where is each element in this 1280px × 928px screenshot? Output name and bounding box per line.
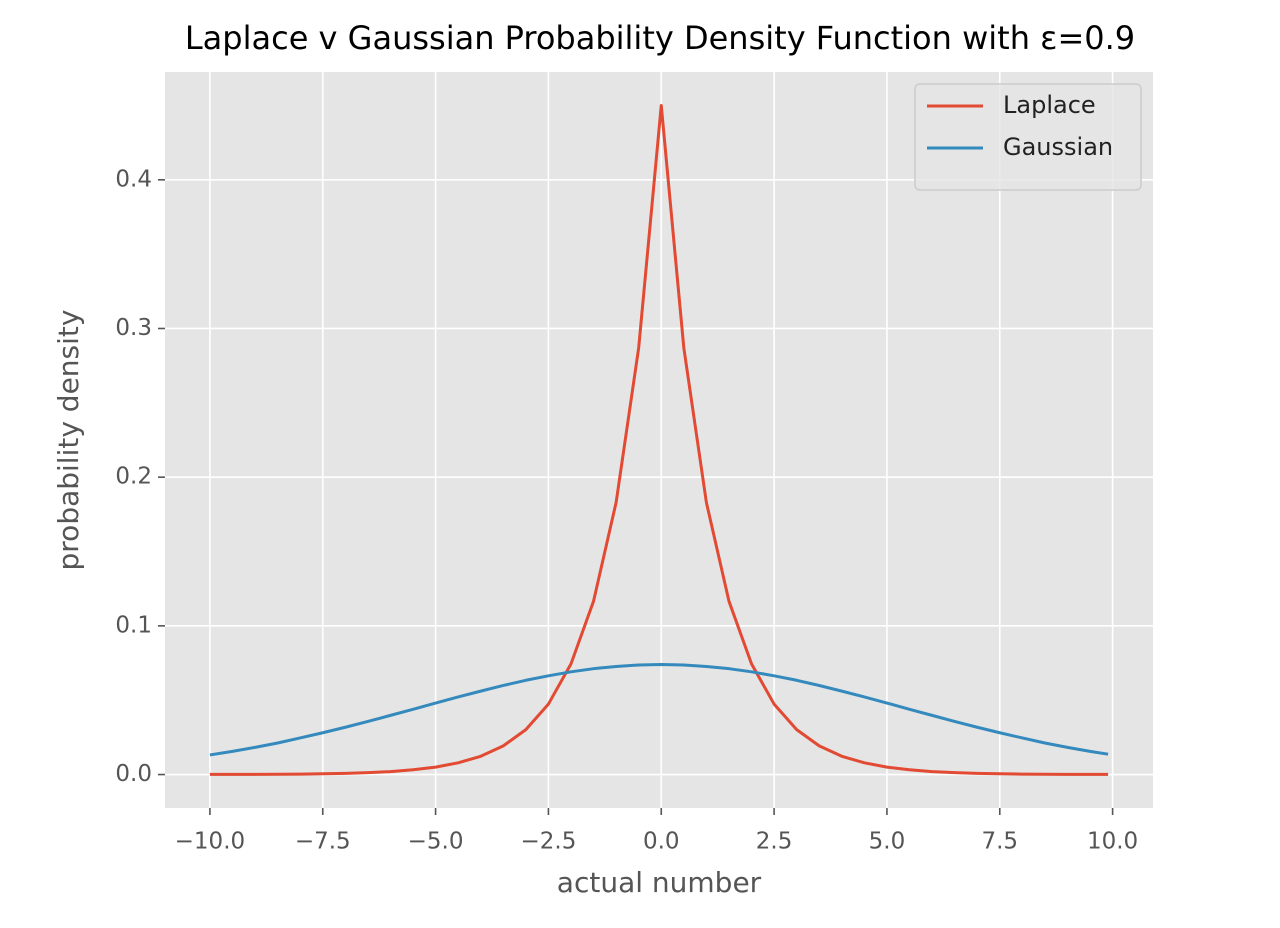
line-series bbox=[209, 103, 1109, 776]
chart-title: Laplace v Gaussian Probability Density F… bbox=[185, 19, 1135, 57]
y-tick-label: 0.4 bbox=[115, 166, 152, 192]
y-tick-label: 0.3 bbox=[115, 315, 152, 341]
legend-label: Gaussian bbox=[1003, 133, 1113, 161]
x-tick-label: −5.0 bbox=[408, 829, 464, 855]
legend-label: Laplace bbox=[1003, 91, 1096, 119]
x-tick-label: 5.0 bbox=[869, 829, 906, 855]
x-tick-label: 7.5 bbox=[981, 829, 1018, 855]
y-tick-label: 0.0 bbox=[115, 761, 152, 787]
legend-box bbox=[914, 83, 1142, 191]
x-tick-label: −10.0 bbox=[175, 829, 245, 855]
x-tick-label: −7.5 bbox=[295, 829, 351, 855]
y-tick-label: 0.2 bbox=[115, 464, 152, 490]
line-series bbox=[209, 663, 1109, 757]
x-axis-label: actual number bbox=[557, 866, 762, 899]
y-tick-label: 0.1 bbox=[115, 612, 152, 638]
x-tick-label: 10.0 bbox=[1087, 829, 1138, 855]
x-tick-label: −2.5 bbox=[520, 829, 576, 855]
x-tick-label: 0.0 bbox=[643, 829, 680, 855]
y-axis-label: probability density bbox=[52, 310, 85, 571]
plot-area bbox=[165, 72, 1153, 808]
x-tick-label: 2.5 bbox=[756, 829, 793, 855]
